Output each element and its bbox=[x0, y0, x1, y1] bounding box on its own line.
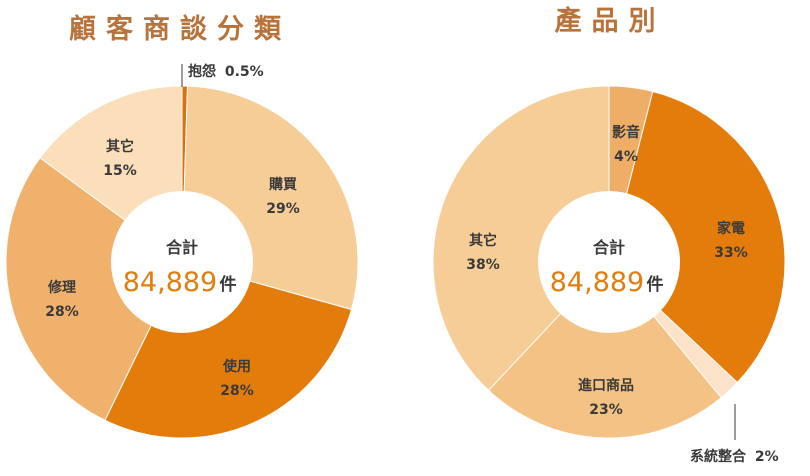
chart-consult-category: 顧客商談分類 合計 84,889 件 抱怨 0.5% 購買 29% 使用 28%… bbox=[5, 13, 359, 439]
donut-slice bbox=[608, 90, 786, 384]
center-total-unit: 件 bbox=[220, 274, 237, 295]
center-total-unit: 件 bbox=[647, 274, 664, 295]
slice-label-system-integration: 系統整合 2% bbox=[690, 404, 779, 465]
slice-name: 修理 bbox=[47, 279, 76, 296]
slice-label-text: 系統整合 2% bbox=[690, 448, 779, 465]
center-total-label: 合計 bbox=[593, 238, 625, 257]
slice-label-complaint: 抱怨 0.5% bbox=[181, 63, 264, 87]
donut-hole bbox=[111, 191, 253, 333]
donut-slice bbox=[5, 157, 183, 421]
center-total-label: 合計 bbox=[166, 238, 198, 257]
slice-name: 其它 bbox=[106, 138, 134, 155]
slice-name: 影音 bbox=[612, 124, 640, 141]
slice-percent: 0.5% bbox=[225, 64, 264, 80]
slice-percent: 4% bbox=[614, 149, 638, 165]
chart-title: 產品別 bbox=[555, 5, 666, 37]
donut-slice bbox=[432, 85, 610, 392]
slice-label-text: 抱怨 0.5% bbox=[188, 63, 264, 80]
slice-percent: 29% bbox=[266, 201, 300, 217]
slice-percent: 2% bbox=[755, 449, 779, 465]
slice-name: 抱怨 bbox=[188, 63, 216, 80]
slice-name: 其它 bbox=[469, 232, 497, 249]
donut-slice bbox=[487, 261, 722, 439]
center-total-value: 84,889 bbox=[550, 267, 644, 298]
slice-percent: 28% bbox=[220, 383, 254, 399]
slice-percent: 33% bbox=[714, 245, 748, 261]
donut-hole bbox=[538, 191, 680, 333]
slice-name: 系統整合 bbox=[690, 448, 747, 465]
slice-percent: 23% bbox=[589, 402, 623, 418]
center-total-value: 84,889 bbox=[123, 267, 217, 298]
slice-percent: 15% bbox=[103, 163, 137, 179]
slice-percent: 28% bbox=[45, 304, 79, 320]
slice-percent: 38% bbox=[466, 257, 500, 273]
chart-product-category: 產品別 合計 84,889 件 影音 4% 家電 33% 系統整合 2% 進口商… bbox=[432, 5, 786, 465]
slice-name: 購買 bbox=[268, 176, 298, 193]
slice-name: 進口商品 bbox=[578, 377, 634, 394]
chart-title: 顧客商談分類 bbox=[69, 13, 291, 45]
slice-name: 家電 bbox=[717, 220, 745, 237]
slice-name: 使用 bbox=[222, 358, 251, 375]
